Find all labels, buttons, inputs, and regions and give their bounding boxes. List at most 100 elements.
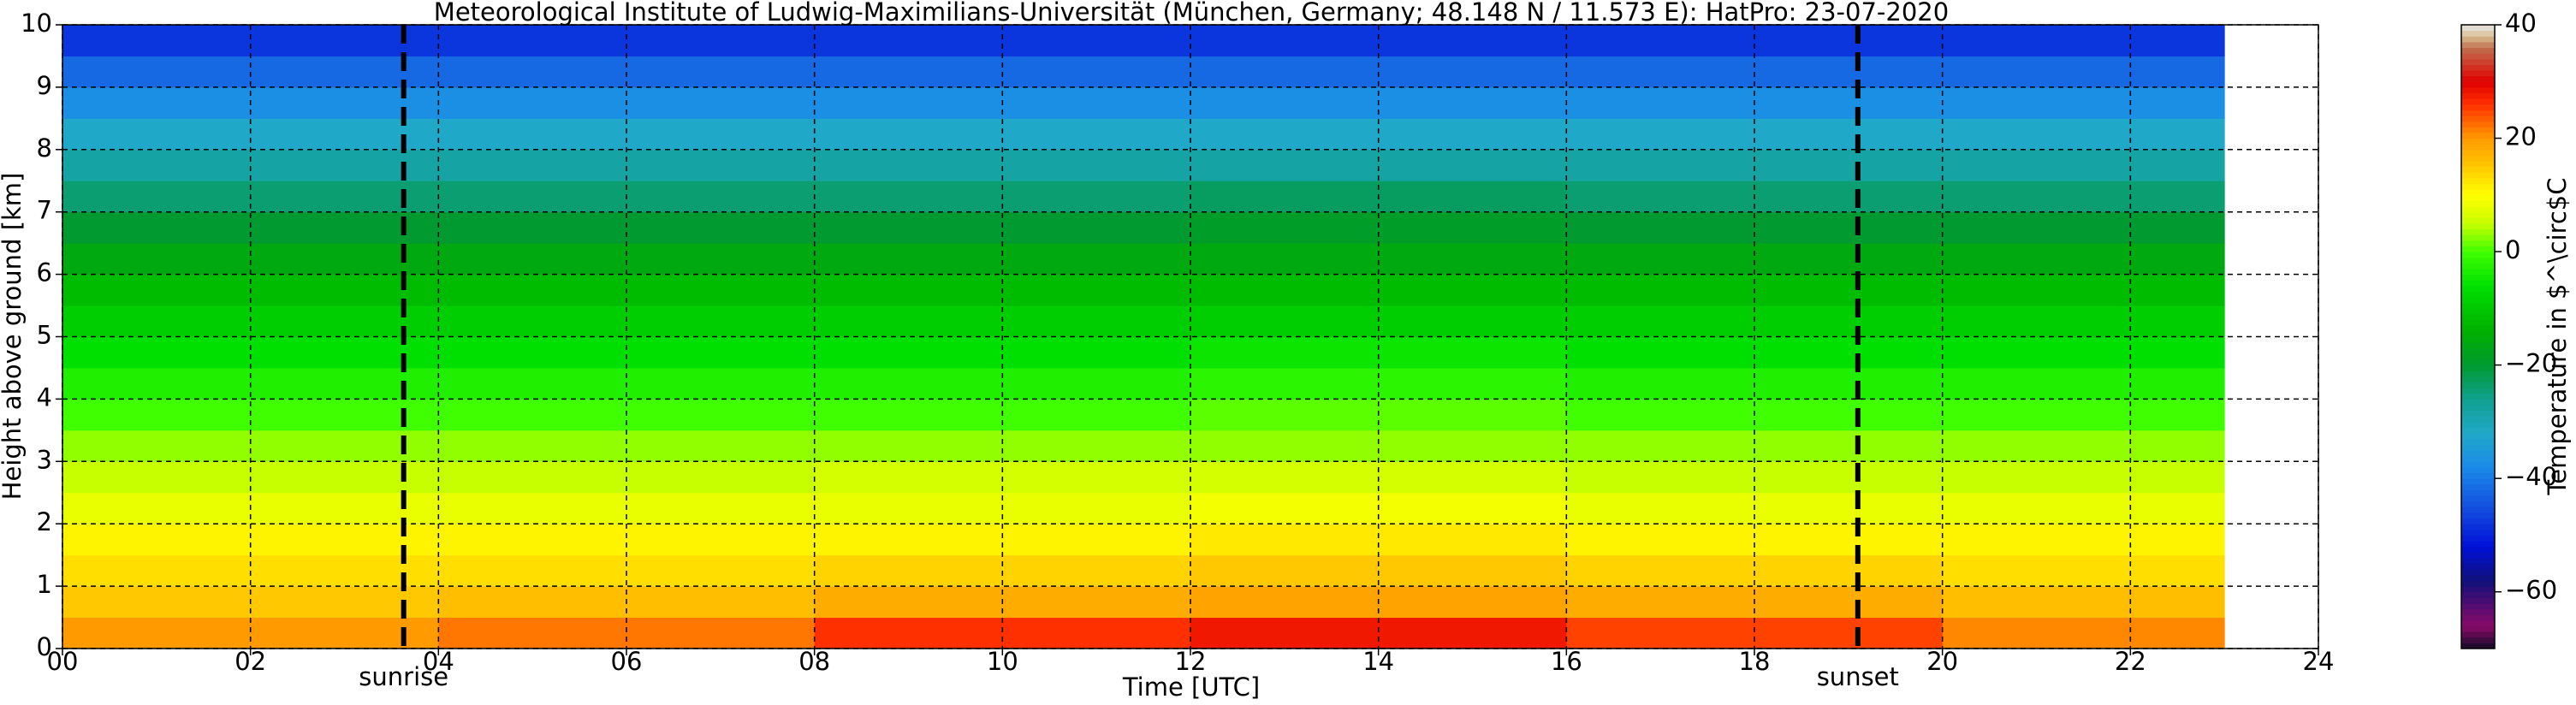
colorbar-segment [2461, 478, 2495, 485]
colorbar-segment [2461, 489, 2495, 496]
x-tick-label: 14 [1362, 647, 1394, 676]
heatmap-cell [1942, 86, 2225, 119]
colorbar-segment [2461, 104, 2495, 110]
colorbar-tick-label: −20 [2505, 349, 2557, 378]
x-axis-label: Time [UTC] [1122, 672, 1260, 702]
colorbar-segment [2461, 637, 2495, 643]
heatmap-cell [1942, 243, 2225, 275]
event-label: sunrise [359, 662, 448, 691]
colorbar-segment [2461, 421, 2495, 429]
colorbar-segment [2461, 161, 2495, 168]
colorbar-segment [2461, 36, 2495, 43]
heatmap-cell [1942, 274, 2225, 306]
colorbar-segment [2461, 405, 2495, 412]
colorbar-segment [2461, 388, 2495, 394]
heatmap-cell [1190, 25, 1567, 56]
colorbar-segment [2461, 552, 2495, 559]
colorbar-tick-label: 40 [2505, 9, 2537, 38]
heatmap-cell [814, 336, 1191, 369]
y-tick-label: 7 [37, 196, 52, 225]
colorbar-segment [2461, 524, 2495, 530]
heatmap-cell [1942, 181, 2225, 213]
colorbar-segment [2461, 132, 2495, 139]
colorbar-segment [2461, 625, 2495, 632]
colorbar-segment [2461, 319, 2495, 326]
heatmap-cell [438, 243, 816, 275]
colorbar-segment [2461, 313, 2495, 321]
colorbar-segment [2461, 58, 2495, 65]
heatmap-cell [1942, 399, 2225, 431]
heatmap-cell [1942, 617, 2225, 649]
colorbar-segment [2461, 121, 2495, 127]
colorbar-segment [2461, 47, 2495, 54]
y-tick-label: 9 [37, 71, 52, 100]
x-tick-label: 18 [1739, 647, 1771, 676]
colorbar-tick-label: −60 [2505, 576, 2557, 605]
colorbar-segment [2461, 189, 2495, 196]
colorbar-segment [2461, 483, 2495, 490]
heatmap-cell [1942, 524, 2225, 556]
y-tick-label: 8 [37, 133, 52, 163]
colorbar-segment [2461, 546, 2495, 553]
heatmap-cell [62, 524, 439, 556]
colorbar-segment [2461, 586, 2495, 593]
colorbar-segment [2461, 580, 2495, 587]
colorbar-segment [2461, 138, 2495, 145]
heatmap-cell [438, 336, 816, 369]
x-tick-label: 08 [798, 647, 830, 676]
colorbar-segment [2461, 416, 2495, 423]
colorbar-segment [2461, 86, 2495, 94]
heatmap-cell [438, 25, 816, 56]
colorbar-segment [2461, 631, 2495, 638]
chart-title: Meteorological Institute of Ludwig-Maxim… [434, 0, 1949, 27]
colorbar-segment [2461, 382, 2495, 388]
colorbar-segment [2461, 393, 2495, 400]
colorbar-segment [2461, 302, 2495, 309]
x-tick-label: 00 [47, 647, 79, 676]
colorbar-segment [2461, 438, 2495, 445]
heatmap-cell [438, 430, 816, 462]
colorbar-segment [2461, 410, 2495, 417]
colorbar-segment [2461, 347, 2495, 354]
x-tick-label: 04 [423, 647, 454, 676]
colorbar-segment [2461, 501, 2495, 507]
colorbar-segment [2461, 643, 2495, 649]
y-tick-label: 1 [37, 570, 52, 599]
heatmap-cell [1190, 336, 1567, 369]
x-tick-label: 20 [1926, 647, 1958, 676]
colorbar-segment [2461, 206, 2495, 213]
heatmap-cell [1942, 118, 2225, 151]
colorbar-segment [2461, 336, 2495, 343]
heatmap-cell [1190, 430, 1567, 462]
colorbar-segment [2461, 376, 2495, 383]
colorbar-segment [2461, 569, 2495, 576]
heatmap-cell [1942, 25, 2225, 56]
colorbar-segment [2461, 110, 2495, 116]
colorbar-segment [2461, 25, 2495, 32]
colorbar-segment [2461, 466, 2495, 474]
heatmap-cell [1566, 336, 1944, 369]
x-tick-label: 12 [1175, 647, 1207, 676]
heatmap-cell [438, 524, 816, 556]
colorbar-segment [2461, 194, 2495, 201]
colorbar-segment [2461, 183, 2495, 190]
colorbar-segment [2461, 308, 2495, 315]
colorbar-segment [2461, 364, 2495, 371]
colorbar-segment [2461, 172, 2495, 179]
colorbar-segment [2461, 557, 2495, 565]
colorbar-segment [2461, 399, 2495, 406]
colorbar-segment [2461, 353, 2495, 360]
y-tick-label: 5 [37, 321, 52, 350]
colorbar-segment [2461, 64, 2495, 71]
colorbar-segment [2461, 177, 2495, 185]
colorbar-segment [2461, 252, 2495, 258]
colorbar-segment [2461, 274, 2495, 281]
colorbar-segment [2461, 81, 2495, 88]
colorbar-segment [2461, 280, 2495, 287]
colorbar-segment [2461, 268, 2495, 275]
colorbar-segment [2461, 359, 2495, 366]
colorbar-segment [2461, 234, 2495, 241]
colorbar-segment [2461, 541, 2495, 548]
y-tick-label: 4 [37, 382, 52, 412]
colorbar-segment [2461, 75, 2495, 82]
